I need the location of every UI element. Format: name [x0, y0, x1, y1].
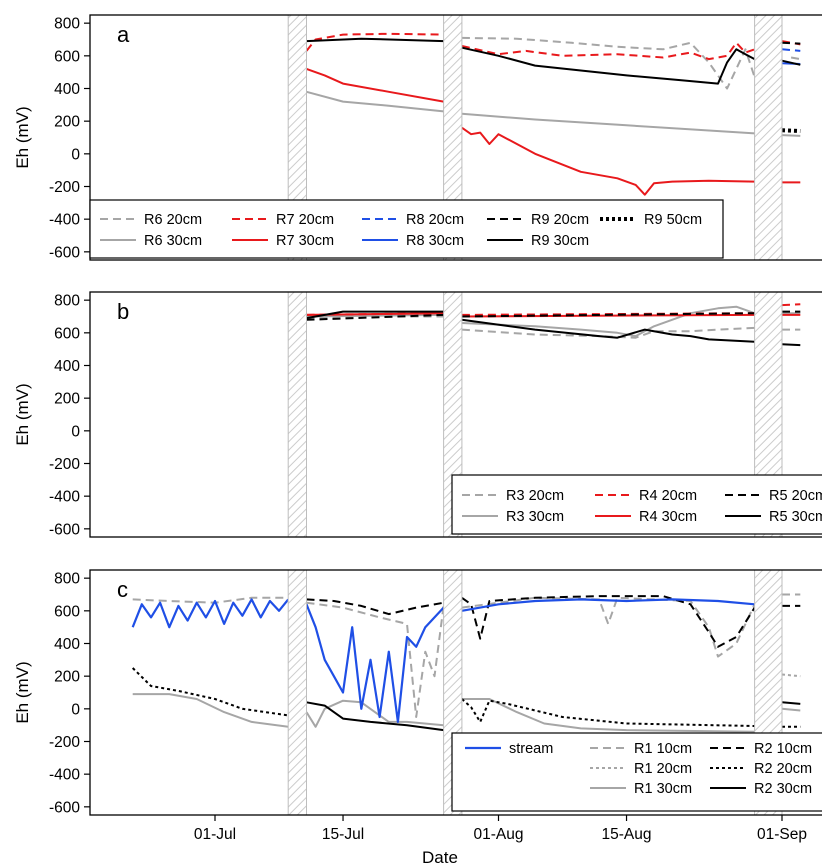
- legend-box: [451, 474, 822, 535]
- x-tick-label: 15-Jul: [322, 826, 364, 843]
- legend-label: R4 30cm: [639, 509, 697, 525]
- data-gap-band: [754, 14, 783, 261]
- data-gap-band: [287, 291, 308, 538]
- series-r7-20cm: [305, 32, 801, 61]
- y-tick-label: 600: [54, 48, 80, 65]
- x-tick-label: 15-Aug: [602, 826, 652, 843]
- series-group: [306, 303, 801, 347]
- legend-label: R1 20cm: [634, 761, 692, 777]
- legend-label: R2 20cm: [754, 761, 812, 777]
- legend-label: R9 30cm: [531, 233, 589, 249]
- series-r1-20cm: [781, 673, 801, 678]
- legend-label: R2 10cm: [754, 741, 812, 757]
- x-tick-label: 01-Jul: [194, 826, 236, 843]
- legend: R6 20cm R6 30cm R7 20cm R7 30cm R8 20cm R8 30…: [89, 199, 724, 259]
- y-tick-label: 600: [54, 325, 80, 342]
- legend-label: R5 30cm: [769, 509, 822, 525]
- series-r8-20cm: [781, 48, 801, 52]
- series-stream: [131, 598, 755, 723]
- legend-label: R1 10cm: [634, 741, 692, 757]
- series-r9-30cm: [306, 37, 801, 85]
- legend-box: [451, 732, 822, 812]
- series-group: [131, 593, 801, 733]
- y-tick-label: -200: [49, 179, 80, 196]
- y-tick-label: -600: [49, 521, 80, 538]
- y-axis-label: Eh (mV): [13, 661, 32, 723]
- panel-letter: b: [117, 299, 129, 324]
- y-tick-label: -400: [49, 489, 80, 506]
- y-tick-label: 0: [71, 423, 80, 440]
- y-tick-label: 800: [54, 571, 80, 588]
- series-r2-10cm: [306, 595, 801, 648]
- series-r9-50cm: [781, 128, 801, 133]
- legend-label: R4 20cm: [639, 488, 697, 504]
- series-r3-30cm: [306, 305, 801, 338]
- legend-label: R9 20cm: [531, 212, 589, 228]
- x-axis-label: Date: [422, 848, 458, 867]
- y-axis-label: Eh (mV): [13, 106, 32, 168]
- y-tick-label: 200: [54, 669, 80, 686]
- y-tick-label: -400: [49, 212, 80, 229]
- data-gap-band: [287, 569, 308, 816]
- legend-label: R7 30cm: [276, 233, 334, 249]
- legend-label: R3 30cm: [506, 509, 564, 525]
- legend: R3 20cm R3 30cm R4 20cm R4 30cm R5 20cm R5 30…: [451, 474, 822, 535]
- x-tick-label: 01-Aug: [474, 826, 524, 843]
- plot-frame: [89, 291, 822, 538]
- series-r5-20cm: [306, 310, 801, 321]
- y-tick-label: 400: [54, 358, 80, 375]
- legend-label: R3 20cm: [506, 488, 564, 504]
- legend-label: R1 30cm: [634, 781, 692, 797]
- panel-letter: c: [117, 577, 128, 602]
- y-tick-label: -200: [49, 734, 80, 751]
- legend-label: R2 30cm: [754, 781, 812, 797]
- y-axis-label: Eh (mV): [13, 383, 32, 445]
- legend: stream R1 10cm R1 20cm R1 30cm R2 10cm R2 20c…: [451, 732, 822, 812]
- legend-label: R9 50cm: [644, 212, 702, 228]
- legend-label: stream: [509, 741, 553, 757]
- plot-frame: [89, 14, 822, 261]
- panel-b: 800 600 400 200 0 -200 -400 -600 Eh (mV) b R3 20cm…: [13, 291, 822, 538]
- series-r2-20cm: [131, 667, 801, 728]
- panel-letter: a: [117, 22, 130, 47]
- plot-frame: [89, 569, 822, 816]
- y-tick-label: 0: [71, 146, 80, 163]
- legend-label: R5 20cm: [769, 488, 822, 504]
- legend-box: [89, 199, 724, 259]
- y-tick-label: 800: [54, 16, 80, 33]
- legend-label: R8 30cm: [406, 233, 464, 249]
- series-r9-20cm: [781, 41, 801, 45]
- y-tick-label: 600: [54, 603, 80, 620]
- legend-label: R7 20cm: [276, 212, 334, 228]
- panel-a: 800 600 400 200 0 -200 -400 -600 Eh (mV) a R6 20cm…: [13, 14, 822, 261]
- y-tick-label: -400: [49, 767, 80, 784]
- legend-label: R6 20cm: [144, 212, 202, 228]
- y-tick-label: 0: [71, 701, 80, 718]
- series-r6-30cm: [306, 90, 801, 137]
- y-tick-label: 400: [54, 81, 80, 98]
- series-r7-30cm: [306, 67, 801, 196]
- panel-c: 800 600 400 200 0 -200 -400 -600 Eh (mV) 01-Jul 15…: [13, 569, 822, 843]
- y-tick-label: 800: [54, 293, 80, 310]
- legend-label: R8 20cm: [406, 212, 464, 228]
- y-tick-label: 200: [54, 114, 80, 131]
- series-r6-20cm: [461, 36, 801, 90]
- series-r5-30cm: [306, 310, 801, 347]
- y-tick-label: -600: [49, 244, 80, 261]
- y-tick-label: -200: [49, 456, 80, 473]
- legend-label: R6 30cm: [144, 233, 202, 249]
- y-tick-label: 400: [54, 636, 80, 653]
- x-tick-label: 01-Sep: [757, 826, 807, 843]
- series-group: [305, 32, 801, 196]
- y-tick-label: -600: [49, 799, 80, 816]
- series-r1-30cm: [132, 693, 801, 733]
- y-tick-label: 200: [54, 391, 80, 408]
- series-r2-30cm: [306, 701, 801, 732]
